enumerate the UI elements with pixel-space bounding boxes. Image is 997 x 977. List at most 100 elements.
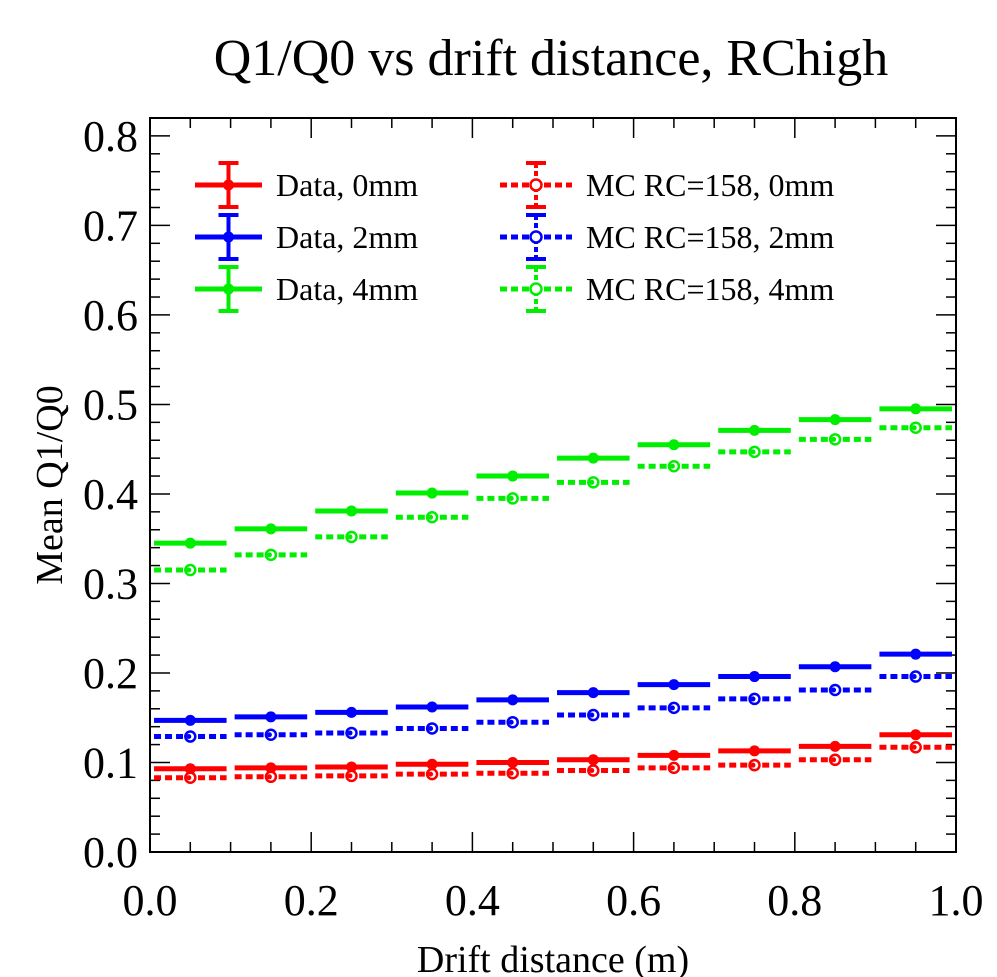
data-point-center [428, 771, 434, 777]
data-point [587, 754, 599, 766]
legend-label: MC RC=158, 4mm [586, 271, 834, 307]
data-point-center [186, 567, 192, 573]
y-tick-label: 0.8 [83, 112, 138, 161]
data-point [426, 758, 438, 770]
axis-ticks [149, 117, 957, 853]
y-axis-label: Mean Q1/Q0 [29, 385, 71, 584]
data-point-center [750, 696, 756, 702]
data-point [507, 756, 519, 768]
data-point-center [831, 687, 837, 693]
data-point-center [266, 552, 272, 558]
data-point [507, 694, 519, 706]
data-point [426, 701, 438, 713]
legend-entry: Data, 4mm [195, 265, 418, 313]
data-point-center [911, 744, 917, 750]
data-point-center [347, 534, 353, 540]
data-point-center [347, 730, 353, 736]
legend-label: Data, 0mm [276, 167, 418, 203]
data-point [749, 671, 760, 683]
data-point [829, 661, 841, 673]
data-point-center [911, 425, 917, 431]
y-tick-label: 0.4 [83, 470, 138, 519]
legend: Data, 0mm Data, 2mm Data, 4mm MC RC=158, 0m… [195, 161, 834, 313]
legend-marker [223, 283, 234, 295]
data-point [749, 424, 760, 436]
data-point [910, 729, 922, 741]
x-tick-label: 0.4 [445, 876, 500, 925]
y-tick-label: 0.0 [83, 828, 138, 877]
data-point [910, 648, 922, 660]
x-tick-label: 0.6 [606, 876, 661, 925]
y-tick-label: 0.1 [83, 738, 138, 787]
legend-entry: Data, 2mm [195, 213, 418, 261]
data-point [184, 537, 196, 549]
data-point-center [589, 479, 595, 485]
data-point [749, 745, 760, 757]
x-tick-label: 0.8 [767, 876, 822, 925]
data-point-center [266, 732, 272, 738]
legend-marker [223, 179, 234, 191]
data-point-center [508, 719, 514, 725]
legend-label: Data, 2mm [276, 219, 418, 255]
data-point-center [347, 773, 353, 779]
data-point [507, 470, 519, 482]
x-tick-label: 0.0 [123, 876, 178, 925]
x-axis-label: Drift distance (m) [417, 939, 689, 977]
data-point-center [508, 770, 514, 776]
data-point-center [669, 463, 675, 469]
data-point [829, 740, 841, 752]
data-point-center [831, 757, 837, 763]
series-4 [154, 741, 952, 784]
data-point-center [911, 674, 917, 680]
data-point [265, 523, 277, 535]
data-point-center [589, 768, 595, 774]
data-point [346, 505, 357, 517]
data-point-center [669, 705, 675, 711]
axis-tick-labels: 0.0 0.2 0.4 0.6 0.8 1.0 0.0 0.1 0.2 0.3 0.4 0.5 0.6 0… [83, 112, 984, 925]
legend-label: Data, 4mm [276, 271, 418, 307]
data-point [587, 687, 599, 699]
data-point-center [428, 725, 434, 731]
data-point-center [186, 775, 192, 781]
data-point [426, 487, 438, 499]
legend-label: MC RC=158, 2mm [586, 219, 834, 255]
data-point [668, 749, 680, 761]
legend-entry: MC RC=158, 4mm [500, 265, 834, 313]
data-point-center [831, 436, 837, 442]
x-tick-label: 0.2 [284, 876, 339, 925]
y-tick-label: 0.2 [83, 649, 138, 698]
data-point [668, 439, 680, 451]
series-1 [154, 729, 952, 775]
data-point-center [669, 765, 675, 771]
legend-marker [223, 231, 234, 243]
data-point [184, 763, 196, 775]
chart-title: Q1/Q0 vs drift distance, RChigh [214, 30, 889, 87]
data-point [829, 414, 841, 426]
legend-entry: Data, 0mm [195, 161, 418, 209]
y-tick-label: 0.5 [83, 380, 138, 429]
data-point [346, 761, 357, 773]
data-point [668, 679, 680, 691]
legend-label: MC RC=158, 0mm [586, 167, 834, 203]
data-point-center [428, 514, 434, 520]
series-5 [154, 670, 952, 743]
data-point [265, 711, 277, 723]
data-point [587, 452, 599, 464]
data-point-center [266, 774, 272, 780]
data-point-center [750, 449, 756, 455]
y-tick-label: 0.3 [83, 559, 138, 608]
data-point [184, 714, 196, 726]
data-point [346, 706, 357, 718]
data-point-center [750, 762, 756, 768]
data-point-center [508, 495, 514, 501]
y-tick-label: 0.6 [83, 291, 138, 340]
legend-entry: MC RC=158, 0mm [500, 161, 834, 209]
data-point-center [589, 712, 595, 718]
y-tick-label: 0.7 [83, 201, 138, 250]
x-tick-label: 1.0 [929, 876, 984, 925]
series-3 [154, 403, 952, 549]
series-layer [154, 403, 952, 784]
series-6 [154, 421, 952, 577]
legend-entry: MC RC=158, 2mm [500, 213, 834, 261]
